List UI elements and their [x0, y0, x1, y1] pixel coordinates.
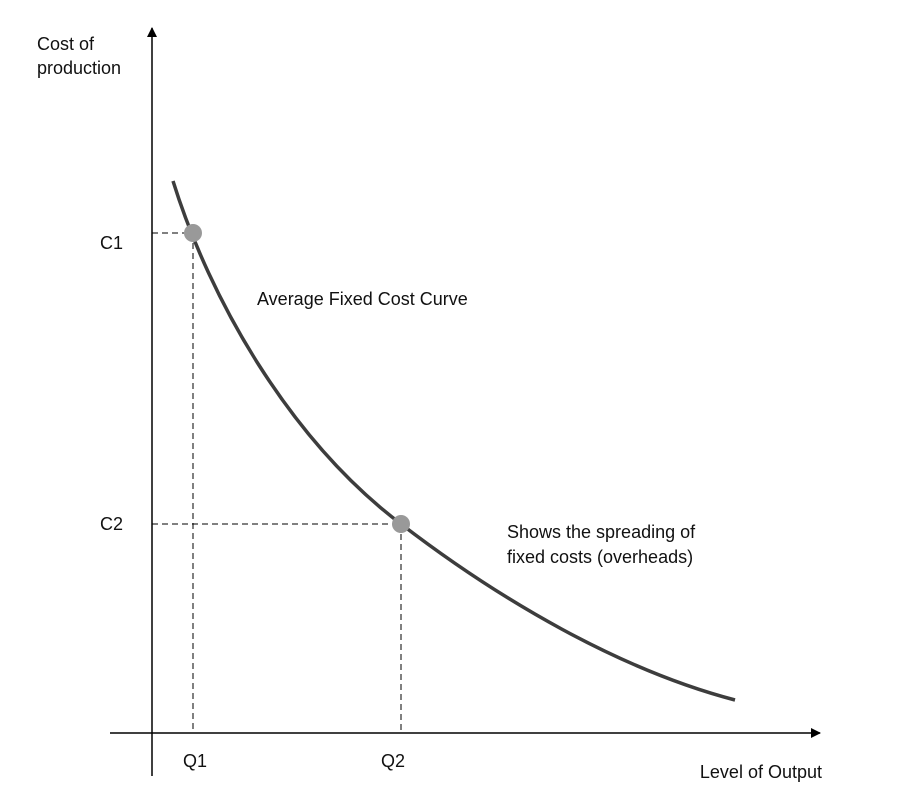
x-label: Q2 — [381, 751, 405, 771]
cost-curve — [171, 180, 736, 702]
y-axis-label: production — [37, 58, 121, 78]
note: Shows the spreading of — [507, 522, 696, 542]
x-label: Q1 — [183, 751, 207, 771]
y-axis-label: Cost of — [37, 34, 95, 54]
note: fixed costs (overheads) — [507, 547, 693, 567]
y-label: C2 — [100, 514, 123, 534]
point — [392, 515, 410, 533]
point — [184, 224, 202, 242]
x-axis-label: Level of Output — [700, 762, 822, 782]
y-label: C1 — [100, 233, 123, 253]
curve-label: Average Fixed Cost Curve — [257, 289, 468, 309]
